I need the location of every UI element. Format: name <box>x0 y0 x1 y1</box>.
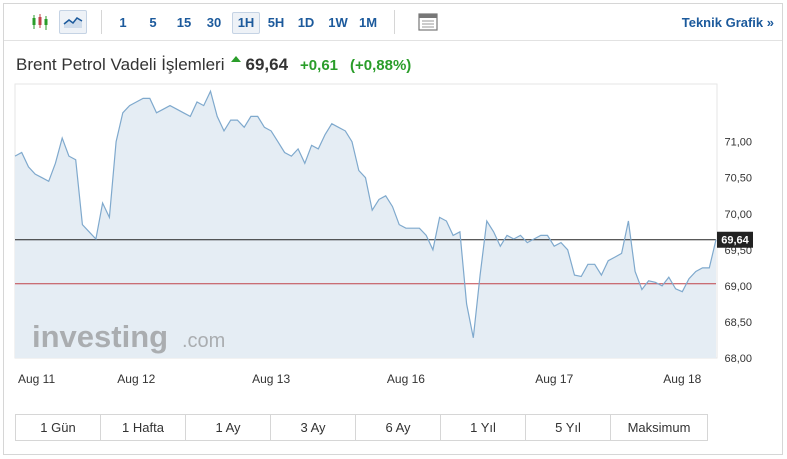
current-price-marker: 69,64 <box>717 231 753 248</box>
current-price-label: 69,64 <box>721 235 749 247</box>
y-tick-label: 68,50 <box>724 317 752 329</box>
watermark-suffix: .com <box>182 330 225 352</box>
window-layout-icon[interactable] <box>416 10 440 34</box>
price-area-fill <box>15 91 716 358</box>
period-1-week[interactable]: 1 Hafta <box>101 415 186 440</box>
technical-chart-link[interactable]: Teknik Grafik » <box>681 15 774 30</box>
x-tick-label: Aug 12 <box>117 372 155 386</box>
chart-toolbar: 1 5 15 30 1H 5H 1D 1W 1M Teknik Grafik » <box>4 4 782 41</box>
price-line <box>14 89 717 338</box>
timeframe-1d[interactable]: 1D <box>297 15 315 30</box>
instrument-name: Brent Petrol Vadeli İşlemleri <box>16 55 225 74</box>
x-axis: Aug 11 Aug 12 Aug 13 Aug 16 Aug 17 Aug 18 <box>18 372 702 386</box>
y-tick-label: 70,00 <box>724 209 752 221</box>
y-tick-label: 71,00 <box>724 137 752 149</box>
timeframe-1[interactable]: 1 <box>119 15 127 30</box>
last-price: 69,64 <box>245 55 289 74</box>
timeframe-1w[interactable]: 1W <box>328 15 348 30</box>
y-tick-label: 68,00 <box>724 353 752 365</box>
line-chart-icon[interactable] <box>59 10 87 34</box>
arrow-up-icon <box>230 56 241 62</box>
candlestick-chart-icon[interactable] <box>28 10 52 34</box>
timeframe-15[interactable]: 15 <box>176 15 192 30</box>
period-1-day[interactable]: 1 Gün <box>16 415 101 440</box>
y-tick-label: 69,50 <box>724 245 752 257</box>
price-change-percent: (+0,88%) <box>350 56 412 74</box>
period-1-month[interactable]: 1 Ay <box>186 415 271 440</box>
y-tick-label: 69,00 <box>724 281 752 293</box>
toolbar-divider <box>394 10 395 34</box>
period-selector: 1 Gün 1 Hafta 1 Ay 3 Ay 6 Ay 1 Yıl 5 Yıl… <box>15 414 708 441</box>
price-change: +0,61 <box>300 56 339 74</box>
y-tick-label: 70,50 <box>724 173 752 185</box>
period-3-months[interactable]: 3 Ay <box>271 415 356 440</box>
x-tick-label: Aug 18 <box>663 372 701 386</box>
watermark: investing .com <box>32 319 225 354</box>
period-5-years[interactable]: 5 Yıl <box>526 415 611 440</box>
timeframe-1m[interactable]: 1M <box>358 15 378 30</box>
toolbar-divider <box>101 10 102 34</box>
period-1-year[interactable]: 1 Yıl <box>441 415 526 440</box>
y-axis: 71,00 70,50 70,00 69,50 69,00 68,50 68,00 <box>724 137 752 365</box>
timeframe-30[interactable]: 30 <box>206 15 222 30</box>
x-tick-label: Aug 16 <box>387 372 425 386</box>
period-max[interactable]: Maksimum <box>627 420 691 435</box>
timeframe-5[interactable]: 5 <box>149 15 157 30</box>
watermark-brand: investing <box>32 319 168 354</box>
x-tick-label: Aug 11 <box>18 372 55 386</box>
x-tick-label: Aug 13 <box>252 372 290 386</box>
x-tick-label: Aug 17 <box>535 372 573 386</box>
instrument-header: Brent Petrol Vadeli İşlemleri 69,64 +0,6… <box>16 54 411 76</box>
period-6-months[interactable]: 6 Ay <box>356 415 441 440</box>
chart-widget: 1 5 15 30 1H 5H 1D 1W 1M Teknik Grafik »… <box>3 3 783 455</box>
timeframe-5h[interactable]: 5H <box>267 15 285 30</box>
timeframe-1h[interactable]: 1H <box>232 12 260 34</box>
